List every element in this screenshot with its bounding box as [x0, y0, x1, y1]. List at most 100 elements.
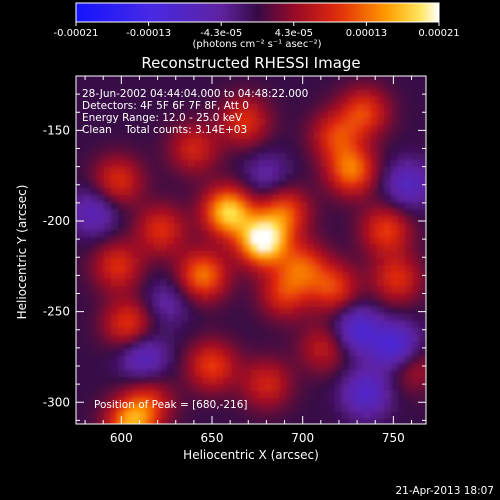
heatmap-cell — [349, 258, 357, 266]
heatmap-cell — [174, 111, 182, 119]
heatmap-cell — [125, 244, 133, 252]
heatmap-cell — [321, 426, 329, 434]
heatmap-cell — [405, 125, 413, 133]
heatmap-cell — [188, 321, 196, 329]
heatmap-cell — [307, 335, 315, 343]
heatmap-cell — [97, 146, 105, 154]
heatmap-cell — [188, 419, 196, 424]
heatmap-cell — [258, 216, 266, 224]
heatmap-cell — [412, 272, 420, 280]
heatmap-cell — [97, 237, 105, 245]
heatmap-cell — [286, 188, 294, 196]
heatmap-cell — [146, 377, 154, 385]
heatmap-cell — [188, 251, 196, 259]
heatmap-cell — [209, 377, 217, 385]
heatmap-cell — [342, 111, 350, 119]
heatmap-cell — [398, 370, 406, 378]
heatmap-cell — [125, 209, 133, 217]
heatmap-cell — [195, 307, 203, 315]
heatmap-cell — [104, 237, 112, 245]
heatmap-cell — [251, 314, 259, 322]
heatmap-cell — [300, 223, 308, 231]
heatmap-cell — [167, 146, 175, 154]
heatmap-cell — [265, 349, 273, 357]
y-tick-label: -150 — [43, 123, 70, 137]
heatmap-cell — [76, 412, 84, 420]
heatmap-cell — [356, 146, 364, 154]
heatmap-cell — [286, 90, 294, 98]
heatmap-cell — [349, 342, 357, 350]
heatmap-cell — [90, 167, 98, 175]
heatmap-cell — [391, 118, 399, 126]
heatmap-cell — [349, 230, 357, 238]
heatmap-cell — [146, 125, 154, 133]
heatmap-cell — [223, 398, 231, 406]
heatmap-cell — [426, 321, 434, 329]
heatmap-cell — [398, 104, 406, 112]
heatmap-cell — [419, 146, 426, 154]
heatmap-cell — [356, 412, 364, 420]
heatmap-cell — [202, 139, 210, 147]
heatmap-cell — [363, 412, 371, 420]
heatmap-cell — [286, 398, 294, 406]
heatmap-cell — [265, 293, 273, 301]
heatmap-cell — [125, 160, 133, 168]
heatmap-cell — [251, 279, 259, 287]
heatmap-cell — [412, 153, 420, 161]
heatmap-cell — [321, 216, 329, 224]
heatmap-cell — [90, 279, 98, 287]
y-tick-label: -250 — [43, 305, 70, 319]
heatmap-cell — [181, 272, 189, 280]
heatmap-cell — [412, 307, 420, 315]
heatmap-cell — [405, 104, 413, 112]
heatmap-cell — [76, 202, 84, 210]
heatmap-cell — [97, 125, 105, 133]
heatmap-cell — [405, 363, 413, 371]
heatmap-cell — [153, 244, 161, 252]
heatmap-cell — [139, 237, 147, 245]
heatmap-cell — [83, 125, 91, 133]
heatmap-cell — [412, 356, 420, 364]
heatmap-cell — [97, 258, 105, 266]
heatmap-cell — [405, 384, 413, 392]
heatmap-cell — [76, 279, 77, 287]
heatmap-cell — [328, 230, 336, 238]
heatmap-cell — [293, 384, 301, 392]
heatmap-cell — [76, 83, 77, 91]
heatmap-cell — [419, 314, 426, 322]
heatmap-cell — [188, 174, 196, 182]
heatmap-cell — [363, 167, 371, 175]
heatmap-cell — [97, 349, 105, 357]
heatmap-cell — [321, 293, 329, 301]
heatmap-cell — [328, 139, 336, 147]
heatmap-cell — [125, 125, 133, 133]
heatmap-cell — [209, 419, 217, 424]
heatmap-cell — [132, 90, 140, 98]
heatmap-cell — [328, 160, 336, 168]
heatmap-cell — [384, 328, 392, 336]
heatmap-cell — [384, 223, 392, 231]
heatmap-cell — [314, 90, 322, 98]
heatmap-cell — [370, 146, 378, 154]
heatmap-cell — [209, 293, 217, 301]
heatmap-cell — [412, 230, 420, 238]
heatmap-cell — [153, 426, 161, 434]
peak-position-label: Position of Peak = [680,-216] — [94, 399, 248, 411]
heatmap-cell — [286, 419, 294, 424]
heatmap-cell — [230, 132, 238, 140]
heatmap-cell — [370, 195, 378, 203]
heatmap-cell — [76, 384, 77, 392]
heatmap-cell — [412, 195, 420, 203]
heatmap-cell — [398, 342, 406, 350]
heatmap-cell — [223, 426, 231, 434]
heatmap-cell — [244, 209, 252, 217]
heatmap-cell — [97, 307, 105, 315]
heatmap-cell — [230, 384, 238, 392]
heatmap-cell — [181, 258, 189, 266]
heatmap-cell — [251, 272, 259, 280]
heatmap-cell — [125, 272, 133, 280]
heatmap-cell — [216, 139, 224, 147]
heatmap-cell — [132, 342, 140, 350]
heatmap-cell — [111, 209, 119, 217]
heatmap-cell — [307, 160, 315, 168]
